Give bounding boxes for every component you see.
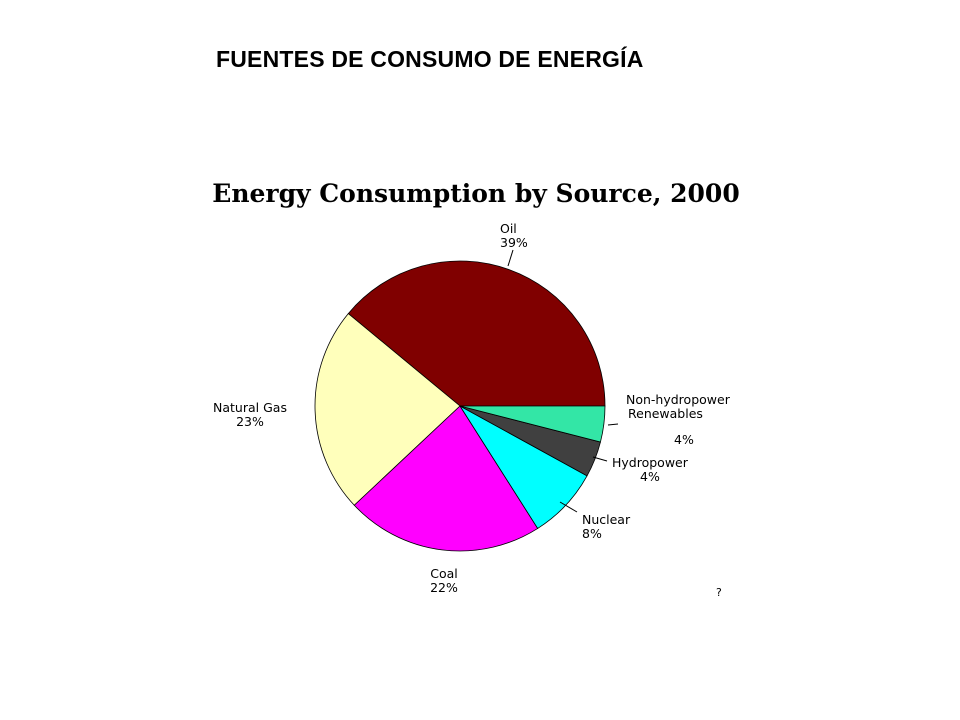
leader-line-hydropower bbox=[592, 456, 608, 462]
chart-title: Energy Consumption by Source, 2000 bbox=[212, 179, 739, 208]
leader-line-non-hydropower-renewables bbox=[607, 423, 619, 426]
pie-slice-natural-gas bbox=[314, 313, 461, 506]
slice-label-non-hydropower-renewables-line1: Non-hydropower bbox=[626, 392, 731, 407]
footnote-mark: ? bbox=[716, 586, 722, 599]
slice-value-hydropower: 4% bbox=[640, 469, 660, 484]
slice-label-non-hydropower-renewables-line2: Renewables bbox=[628, 406, 703, 421]
pie-slices bbox=[314, 260, 606, 552]
pie-slice-non-hydropower-renewables bbox=[459, 405, 606, 443]
slice-value-natural-gas: 23% bbox=[236, 414, 264, 429]
slice-value-coal: 22% bbox=[430, 580, 458, 595]
slice-value-oil: 39% bbox=[500, 235, 528, 250]
pie-slice-oil bbox=[347, 260, 606, 407]
slice-value-non-hydropower-renewables: 4% bbox=[674, 432, 694, 447]
leader-line-oil bbox=[507, 249, 514, 267]
leader-lines bbox=[507, 249, 619, 513]
slice-label-coal: Coal bbox=[430, 566, 458, 581]
slide-title: FUENTES DE CONSUMO DE ENERGÍA bbox=[216, 46, 644, 72]
slice-label-hydropower: Hydropower bbox=[612, 455, 689, 470]
slice-label-natural-gas: Natural Gas bbox=[213, 400, 287, 415]
slice-value-nuclear: 8% bbox=[582, 526, 602, 541]
slice-label-oil: Oil bbox=[500, 221, 517, 236]
leader-line-nuclear bbox=[559, 501, 578, 513]
slice-label-nuclear: Nuclear bbox=[582, 512, 631, 527]
pie-slice-coal bbox=[353, 405, 539, 552]
